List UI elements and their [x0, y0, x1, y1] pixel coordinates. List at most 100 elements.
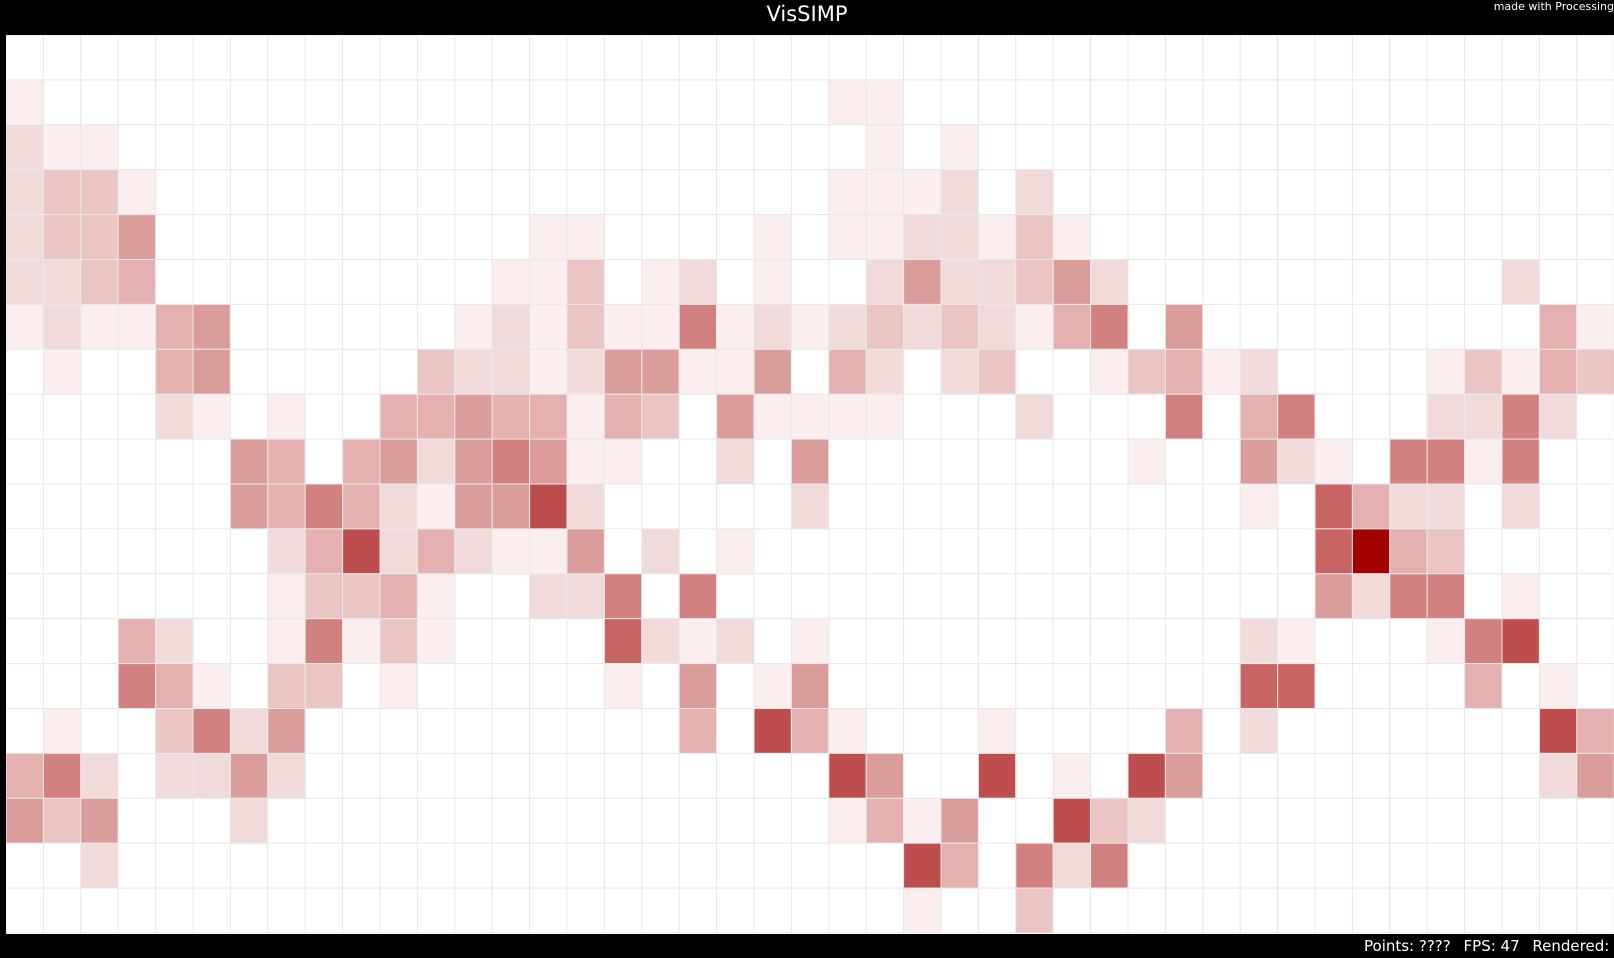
heatmap-cell-r3-c28[interactable]: [1052, 169, 1092, 216]
heatmap-cell-r10-c24[interactable]: [903, 483, 942, 530]
heatmap-cell-r0-c24[interactable]: [903, 35, 942, 81]
heatmap-cell-r1-c26[interactable]: [977, 79, 1017, 126]
heatmap-cell-r6-c42[interactable]: [1576, 303, 1614, 350]
heatmap-cell-r15-c30[interactable]: [1127, 708, 1166, 754]
heatmap-cell-r16-c27[interactable]: [1015, 752, 1054, 799]
heatmap-cell-r11-c37[interactable]: [1389, 528, 1428, 575]
heatmap-cell-r6-c7[interactable]: [267, 303, 306, 350]
heatmap-cell-r4-c32[interactable]: [1202, 214, 1241, 261]
heatmap-cell-r16-c7[interactable]: [267, 752, 306, 799]
heatmap-cell-r9-c15[interactable]: [566, 438, 605, 485]
heatmap-cell-r9-c40[interactable]: [1501, 438, 1540, 485]
heatmap-cell-r10-c21[interactable]: [790, 483, 830, 530]
heatmap-cell-r0-c22[interactable]: [828, 35, 867, 81]
heatmap-cell-r6-c39[interactable]: [1464, 303, 1503, 350]
heatmap-cell-r19-c36[interactable]: [1351, 887, 1391, 934]
heatmap-cell-r14-c12[interactable]: [454, 663, 493, 709]
heatmap-cell-r5-c1[interactable]: [42, 259, 82, 305]
heatmap-cell-r12-c3[interactable]: [117, 573, 157, 620]
heatmap-cell-r2-c16[interactable]: [603, 124, 643, 171]
heatmap-cell-r7-c7[interactable]: [267, 348, 306, 395]
heatmap-cell-r17-c5[interactable]: [192, 797, 231, 844]
heatmap-cell-r6-c41[interactable]: [1538, 303, 1578, 350]
heatmap-cell-r3-c27[interactable]: [1015, 169, 1054, 216]
heatmap-cell-r12-c34[interactable]: [1277, 573, 1316, 620]
heatmap-cell-r8-c35[interactable]: [1314, 393, 1353, 440]
heatmap-cell-r6-c33[interactable]: [1239, 303, 1279, 350]
heatmap-cell-r18-c21[interactable]: [790, 842, 830, 889]
heatmap-cell-r19-c26[interactable]: [977, 887, 1017, 934]
heatmap-cell-r2-c19[interactable]: [716, 124, 755, 171]
heatmap-cell-r14-c0[interactable]: [6, 663, 44, 709]
heatmap-cell-r5-c8[interactable]: [304, 259, 344, 305]
heatmap-cell-r5-c10[interactable]: [379, 259, 418, 305]
heatmap-cell-r7-c24[interactable]: [903, 348, 942, 395]
heatmap-cell-r8-c5[interactable]: [192, 393, 231, 440]
heatmap-cell-r11-c11[interactable]: [416, 528, 456, 575]
heatmap-cell-r8-c28[interactable]: [1052, 393, 1092, 440]
heatmap-cell-r9-c7[interactable]: [267, 438, 306, 485]
heatmap-cell-r12-c42[interactable]: [1576, 573, 1614, 620]
heatmap-cell-r0-c17[interactable]: [641, 35, 680, 81]
heatmap-cell-r10-c37[interactable]: [1389, 483, 1428, 530]
heatmap-cell-r4-c18[interactable]: [678, 214, 718, 261]
heatmap-cell-r9-c9[interactable]: [342, 438, 381, 485]
heatmap-cell-r1-c33[interactable]: [1239, 79, 1279, 126]
heatmap-cell-r12-c2[interactable]: [80, 573, 119, 620]
heatmap-cell-r7-c10[interactable]: [379, 348, 418, 395]
heatmap-cell-r11-c13[interactable]: [491, 528, 531, 575]
heatmap-cell-r18-c42[interactable]: [1576, 842, 1614, 889]
heatmap-cell-r2-c31[interactable]: [1164, 124, 1204, 171]
heatmap-cell-r16-c35[interactable]: [1314, 752, 1353, 799]
heatmap-cell-r10-c26[interactable]: [977, 483, 1017, 530]
heatmap-cell-r12-c25[interactable]: [940, 573, 979, 620]
heatmap-cell-r18-c28[interactable]: [1052, 842, 1092, 889]
heatmap-cell-r16-c1[interactable]: [42, 752, 82, 799]
heatmap-cell-r4-c28[interactable]: [1052, 214, 1092, 261]
heatmap-cell-r15-c21[interactable]: [790, 708, 830, 754]
heatmap-cell-r9-c29[interactable]: [1090, 438, 1129, 485]
heatmap-cell-r9-c12[interactable]: [454, 438, 493, 485]
heatmap-cell-r3-c19[interactable]: [716, 169, 755, 216]
heatmap-cell-r13-c17[interactable]: [641, 618, 680, 665]
heatmap-cell-r17-c31[interactable]: [1164, 797, 1204, 844]
heatmap-cell-r18-c26[interactable]: [977, 842, 1017, 889]
heatmap-cell-r15-c22[interactable]: [828, 708, 867, 754]
heatmap-cell-r5-c21[interactable]: [790, 259, 830, 305]
heatmap-cell-r11-c17[interactable]: [641, 528, 680, 575]
heatmap-cell-r15-c41[interactable]: [1538, 708, 1578, 754]
heatmap-cell-r2-c6[interactable]: [229, 124, 269, 171]
heatmap-cell-r11-c35[interactable]: [1314, 528, 1353, 575]
heatmap-cell-r15-c40[interactable]: [1501, 708, 1540, 754]
heatmap-cell-r3-c11[interactable]: [416, 169, 456, 216]
heatmap-cell-r17-c7[interactable]: [267, 797, 306, 844]
heatmap-cell-r0-c37[interactable]: [1389, 35, 1428, 81]
heatmap-cell-r13-c21[interactable]: [790, 618, 830, 665]
heatmap-cell-r0-c33[interactable]: [1239, 35, 1279, 81]
heatmap-cell-r14-c14[interactable]: [529, 663, 568, 709]
heatmap-cell-r18-c15[interactable]: [566, 842, 605, 889]
heatmap-cell-r4-c29[interactable]: [1090, 214, 1129, 261]
heatmap-cell-r11-c42[interactable]: [1576, 528, 1614, 575]
heatmap-cell-r2-c3[interactable]: [117, 124, 157, 171]
heatmap-cell-r10-c29[interactable]: [1090, 483, 1129, 530]
heatmap-cell-r10-c31[interactable]: [1164, 483, 1204, 530]
heatmap-cell-r17-c27[interactable]: [1015, 797, 1054, 844]
heatmap-cell-r16-c5[interactable]: [192, 752, 231, 799]
heatmap-cell-r1-c32[interactable]: [1202, 79, 1241, 126]
heatmap-cell-r8-c7[interactable]: [267, 393, 306, 440]
heatmap-cell-r3-c10[interactable]: [379, 169, 418, 216]
heatmap-cell-r8-c32[interactable]: [1202, 393, 1241, 440]
heatmap-cell-r16-c41[interactable]: [1538, 752, 1578, 799]
heatmap-cell-r13-c28[interactable]: [1052, 618, 1092, 665]
heatmap-cell-r5-c37[interactable]: [1389, 259, 1428, 305]
heatmap-cell-r12-c1[interactable]: [42, 573, 82, 620]
heatmap-cell-r17-c40[interactable]: [1501, 797, 1540, 844]
heatmap-cell-r15-c3[interactable]: [117, 708, 157, 754]
heatmap-cell-r15-c16[interactable]: [603, 708, 643, 754]
heatmap-cell-r6-c37[interactable]: [1389, 303, 1428, 350]
heatmap-cell-r0-c12[interactable]: [454, 35, 493, 81]
heatmap-cell-r9-c39[interactable]: [1464, 438, 1503, 485]
heatmap-cell-r5-c15[interactable]: [566, 259, 605, 305]
heatmap-cell-r10-c30[interactable]: [1127, 483, 1166, 530]
